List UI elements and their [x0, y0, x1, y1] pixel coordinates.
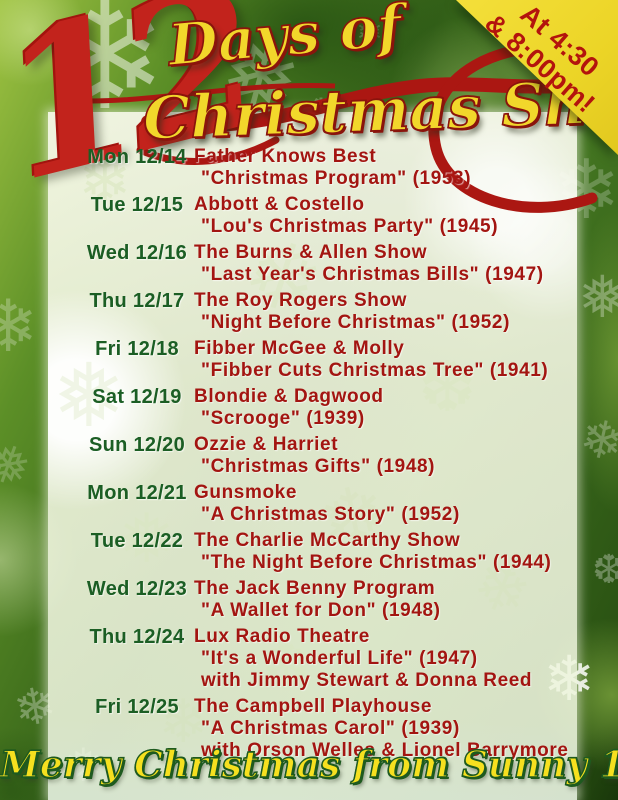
show-title: Fibber McGee & Molly: [194, 338, 405, 359]
show-cast: with Jimmy Stewart & Donna Reed: [201, 670, 533, 691]
schedule-row: Sun 12/20 Ozzie & Harriet "Christmas Gif…: [84, 434, 578, 478]
schedule-row: Tue 12/15 Abbott & Costello "Lou's Chris…: [84, 194, 578, 238]
schedule-list: Mon 12/14 Father Knows Best "Christmas P…: [84, 146, 578, 766]
title-days-of: Days of: [165, 0, 406, 80]
snowflake-icon: ❄: [0, 284, 39, 368]
show-title: The Jack Benny Program: [194, 578, 436, 599]
show-title: Ozzie & Harriet: [194, 434, 339, 455]
show-episode: "Christmas Gifts" (1948): [201, 456, 436, 477]
show-episode: "A Christmas Carol" (1939): [201, 718, 460, 739]
schedule-row: Thu 12/24 Lux Radio Theatre "It's a Wond…: [84, 626, 578, 692]
snowflake-icon: ❄: [574, 407, 618, 475]
snowflake-icon: ❅: [0, 430, 39, 502]
show-episode: "It's a Wonderful Life" (1947): [201, 648, 478, 669]
schedule-day: Thu 12/24: [89, 626, 185, 648]
show-episode: "Night Before Christmas" (1952): [201, 312, 511, 333]
show-title: Father Knows Best: [194, 146, 377, 167]
schedule-day: Fri 12/18: [95, 338, 179, 360]
schedule-row: Wed 12/23 The Jack Benny Program "A Wall…: [84, 578, 578, 622]
schedule-day: Tue 12/22: [90, 530, 184, 552]
show-episode: "The Night Before Christmas" (1944): [201, 552, 552, 573]
show-title: Abbott & Costello: [194, 194, 365, 215]
schedule-day: Mon 12/21: [87, 482, 187, 504]
schedule-day: Thu 12/17: [89, 290, 185, 312]
schedule-day: Sat 12/19: [92, 386, 182, 408]
show-title: The Charlie McCarthy Show: [194, 530, 461, 551]
show-episode: "Last Year's Christmas Bills" (1947): [201, 264, 544, 285]
schedule-day: Sun 12/20: [88, 434, 186, 456]
snowflake-icon: ❅: [578, 263, 618, 331]
schedule-row: Fri 12/25 The Campbell Playhouse "A Chri…: [84, 696, 578, 762]
schedule-day: Wed 12/16: [86, 242, 188, 264]
show-title: The Burns & Allen Show: [194, 242, 428, 263]
schedule-day: Wed 12/23: [86, 578, 188, 600]
schedule-row: Tue 12/22 The Charlie McCarthy Show "The…: [84, 530, 578, 574]
schedule-row: Thu 12/17 The Roy Rogers Show "Night Bef…: [84, 290, 578, 334]
show-episode: "Lou's Christmas Party" (1945): [201, 216, 499, 237]
show-title: Blondie & Dagwood: [194, 386, 384, 407]
show-episode: "Christmas Program" (1953): [201, 168, 472, 189]
show-title: Lux Radio Theatre: [194, 626, 370, 647]
show-episode: "A Wallet for Don" (1948): [201, 600, 441, 621]
schedule-row: Sat 12/19 Blondie & Dagwood "Scrooge" (1…: [84, 386, 578, 430]
schedule-day: Fri 12/25: [95, 696, 179, 718]
snowflake-icon: ❆: [592, 547, 618, 593]
show-episode: "A Christmas Story" (1952): [201, 504, 460, 525]
show-episode: "Fibber Cuts Christmas Tree" (1941): [201, 360, 549, 381]
show-title: Gunsmoke: [194, 482, 297, 503]
schedule-row: Wed 12/16 The Burns & Allen Show "Last Y…: [84, 242, 578, 286]
show-cast: with Orson Welles & Lionel Barrymore: [201, 740, 569, 761]
schedule-day: Tue 12/15: [90, 194, 184, 216]
schedule-row: Mon 12/21 Gunsmoke "A Christmas Story" (…: [84, 482, 578, 526]
show-title: The Roy Rogers Show: [194, 290, 408, 311]
show-title: The Campbell Playhouse: [194, 696, 433, 717]
schedule-panel: [48, 112, 577, 800]
schedule-row: Fri 12/18 Fibber McGee & Molly "Fibber C…: [84, 338, 578, 382]
footer-greeting: Merry Christmas from Sunny 1210!: [0, 743, 618, 786]
schedule-row: Mon 12/14 Father Knows Best "Christmas P…: [84, 146, 578, 190]
show-episode: "Scrooge" (1939): [201, 408, 365, 429]
schedule-day: Mon 12/14: [87, 146, 187, 168]
